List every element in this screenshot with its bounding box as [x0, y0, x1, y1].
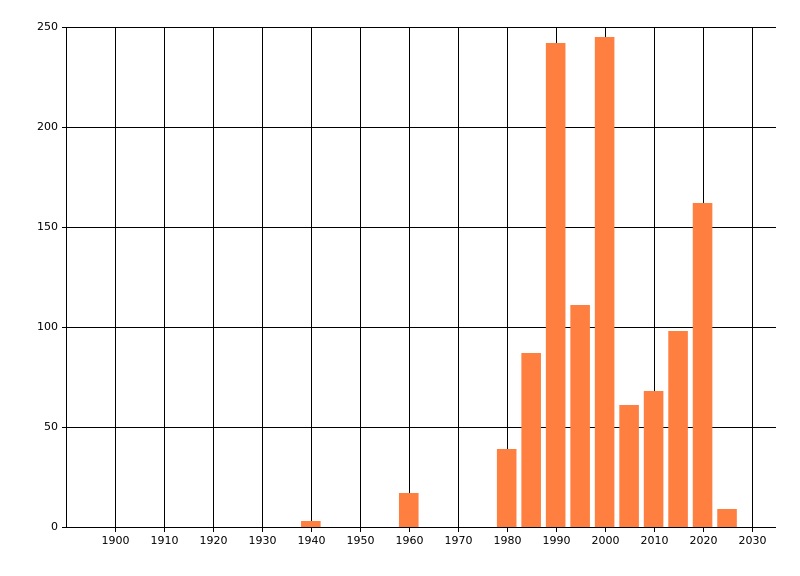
x-tick-label: 1950: [347, 534, 375, 547]
y-tick-label: 0: [51, 520, 58, 533]
bar: [570, 305, 590, 527]
x-tick-label: 1910: [151, 534, 179, 547]
x-tick-label: 2000: [592, 534, 620, 547]
bar: [668, 331, 688, 527]
x-tick-label: 1980: [494, 534, 522, 547]
bar: [619, 405, 639, 527]
bar: [692, 203, 713, 527]
x-tick-label: 1900: [102, 534, 130, 547]
bar: [521, 353, 541, 527]
bar: [301, 521, 321, 527]
y-tick-label: 150: [37, 220, 58, 233]
x-tick-label: 1960: [396, 534, 424, 547]
bar: [496, 449, 517, 527]
y-tick-label: 50: [44, 420, 58, 433]
x-tick-label: 1920: [200, 534, 228, 547]
y-tick-label: 200: [37, 120, 58, 133]
bar: [594, 37, 615, 527]
x-tick-label: 1930: [249, 534, 277, 547]
x-tick-label: 2020: [690, 534, 718, 547]
bar: [398, 493, 419, 527]
x-tick-label: 1990: [543, 534, 571, 547]
x-tick-label: 1940: [298, 534, 326, 547]
y-tick-label: 100: [37, 320, 58, 333]
x-tick-label: 2010: [641, 534, 669, 547]
bar: [545, 43, 566, 527]
x-tick-label: 2030: [739, 534, 767, 547]
bar: [717, 509, 737, 527]
y-tick-label: 250: [37, 20, 58, 33]
x-tick-label: 1970: [445, 534, 473, 547]
bar: [643, 391, 664, 527]
